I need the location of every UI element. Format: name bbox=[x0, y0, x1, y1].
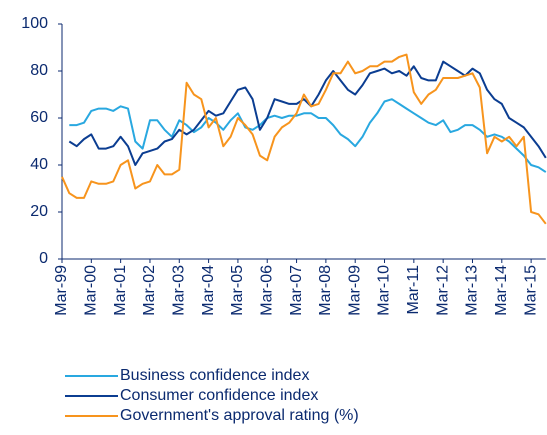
y-tick-label: 0 bbox=[39, 250, 48, 267]
x-tick-label: Mar-08 bbox=[317, 265, 334, 316]
series-line bbox=[69, 98, 547, 173]
x-tick-label: Mar-04 bbox=[200, 265, 217, 316]
legend-label: Government's approval rating (%) bbox=[120, 407, 359, 424]
y-tick-label: 80 bbox=[30, 62, 48, 79]
x-tick-label: Mar-14 bbox=[493, 265, 510, 316]
x-tick-label: Mar-03 bbox=[170, 265, 187, 316]
x-tick-label: Mar-07 bbox=[288, 265, 305, 316]
x-tick-label: Mar-15 bbox=[522, 265, 539, 316]
x-tick-label: Mar-11 bbox=[405, 265, 422, 315]
legend-label: Consumer confidence index bbox=[120, 387, 318, 404]
x-tick-label: Mar-06 bbox=[258, 265, 275, 316]
x-tick-label: Mar-13 bbox=[464, 265, 481, 316]
legend-label: Business confidence index bbox=[120, 367, 309, 384]
x-tick-label: Mar-00 bbox=[83, 265, 100, 316]
x-tick-label: Mar-05 bbox=[229, 265, 246, 316]
x-tick-label: Mar-12 bbox=[434, 265, 451, 316]
x-tick-label: Mar-10 bbox=[376, 265, 393, 316]
y-tick-label: 60 bbox=[30, 109, 48, 126]
x-tick-label: Mar-01 bbox=[112, 265, 129, 316]
x-tick-label: Mar-99 bbox=[53, 265, 70, 316]
series-line bbox=[61, 53, 547, 225]
y-tick-label: 100 bbox=[21, 15, 48, 32]
y-tick-label: 20 bbox=[30, 203, 48, 220]
x-tick-label: Mar-02 bbox=[141, 265, 158, 316]
y-tick-label: 40 bbox=[30, 156, 48, 173]
x-tick-label: Mar-09 bbox=[346, 265, 363, 316]
